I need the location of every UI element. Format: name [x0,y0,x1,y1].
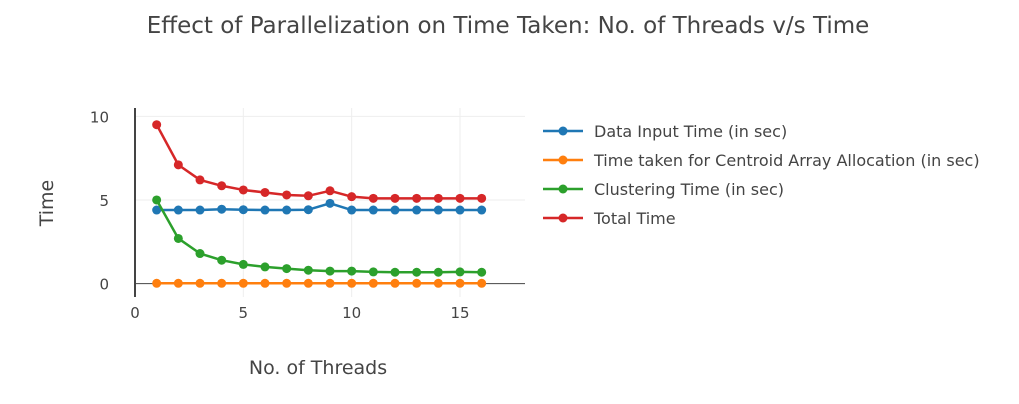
series-line [156,202,482,212]
data-point[interactable] [152,195,162,205]
x-tick-label: 0 [130,304,140,322]
data-point[interactable] [390,267,400,277]
series-4 [152,120,487,203]
data-point[interactable] [195,278,205,288]
data-point[interactable] [368,205,378,215]
legend-item[interactable]: Clustering Time (in sec) [543,180,784,199]
legend-marker [558,213,568,223]
data-point[interactable] [173,278,183,288]
legend-label: Time taken for Centroid Array Allocation… [593,151,980,170]
legend-label: Clustering Time (in sec) [594,180,784,199]
legend: Data Input Time (in sec) Time taken for C… [543,122,980,228]
data-point[interactable] [282,278,292,288]
data-point[interactable] [152,205,162,215]
data-point[interactable] [433,267,443,277]
data-point[interactable] [217,255,227,265]
data-point[interactable] [390,278,400,288]
data-point[interactable] [412,278,422,288]
legend-label: Data Input Time (in sec) [594,122,787,141]
data-point[interactable] [325,266,335,276]
legend-marker [558,126,568,136]
data-point[interactable] [433,193,443,203]
data-point[interactable] [347,278,357,288]
data-point[interactable] [303,205,313,215]
legend-marker [558,184,568,194]
data-point[interactable] [195,249,205,259]
y-axis-label: Time [36,180,58,228]
data-point[interactable] [477,267,487,277]
data-point[interactable] [455,193,465,203]
data-point[interactable] [260,187,270,197]
data-point[interactable] [238,185,248,195]
series-group [152,120,487,288]
data-point[interactable] [477,278,487,288]
data-point[interactable] [217,278,227,288]
data-point[interactable] [412,205,422,215]
data-point[interactable] [325,186,335,196]
data-point[interactable] [217,204,227,214]
data-point[interactable] [325,278,335,288]
tick-labels: 0 5 10 15 0 5 10 [90,108,470,322]
data-point[interactable] [390,193,400,203]
data-point[interactable] [368,267,378,277]
x-tick-label: 5 [239,304,249,322]
legend-item[interactable]: Data Input Time (in sec) [543,122,787,141]
data-point[interactable] [477,193,487,203]
series-line [155,199,482,274]
data-point[interactable] [173,233,183,243]
data-point[interactable] [260,262,270,272]
chart-title: Effect of Parallelization on Time Taken:… [147,13,870,39]
y-tick-label: 0 [99,276,109,294]
data-point[interactable] [238,205,248,215]
x-tick-label: 15 [450,304,469,322]
data-point[interactable] [282,205,292,215]
data-point[interactable] [195,175,205,185]
x-tick-label: 10 [342,304,361,322]
data-point[interactable] [260,278,270,288]
series-3 [152,195,487,277]
data-point[interactable] [325,198,335,208]
data-point[interactable] [433,278,443,288]
data-point[interactable] [455,205,465,215]
data-point[interactable] [390,205,400,215]
y-tick-label: 10 [90,108,109,126]
data-point[interactable] [303,191,313,201]
data-point[interactable] [173,160,183,170]
data-point[interactable] [238,259,248,269]
legend-item[interactable]: Time taken for Centroid Array Allocation… [543,151,980,170]
data-point[interactable] [217,181,227,191]
data-point[interactable] [455,278,465,288]
data-point[interactable] [152,278,162,288]
data-point[interactable] [347,266,357,276]
series-2 [152,278,487,288]
series-line [155,124,482,200]
data-point[interactable] [152,120,162,130]
data-point[interactable] [347,192,357,202]
x-axis-label: No. of Threads [249,357,387,379]
data-point[interactable] [412,267,422,277]
data-point[interactable] [347,205,357,215]
legend-item[interactable]: Total Time [543,209,676,228]
data-point[interactable] [303,265,313,275]
data-point[interactable] [412,193,422,203]
data-point[interactable] [195,205,205,215]
series-1 [152,198,487,215]
data-point[interactable] [368,278,378,288]
data-point[interactable] [433,205,443,215]
legend-marker [558,155,568,165]
data-point[interactable] [260,205,270,215]
data-point[interactable] [173,205,183,215]
data-point[interactable] [282,190,292,200]
data-point[interactable] [282,264,292,274]
data-point[interactable] [455,267,465,277]
data-point[interactable] [303,278,313,288]
data-point[interactable] [477,205,487,215]
data-point[interactable] [238,278,248,288]
data-point[interactable] [368,193,378,203]
legend-label: Total Time [593,209,676,228]
y-tick-label: 5 [99,192,109,210]
